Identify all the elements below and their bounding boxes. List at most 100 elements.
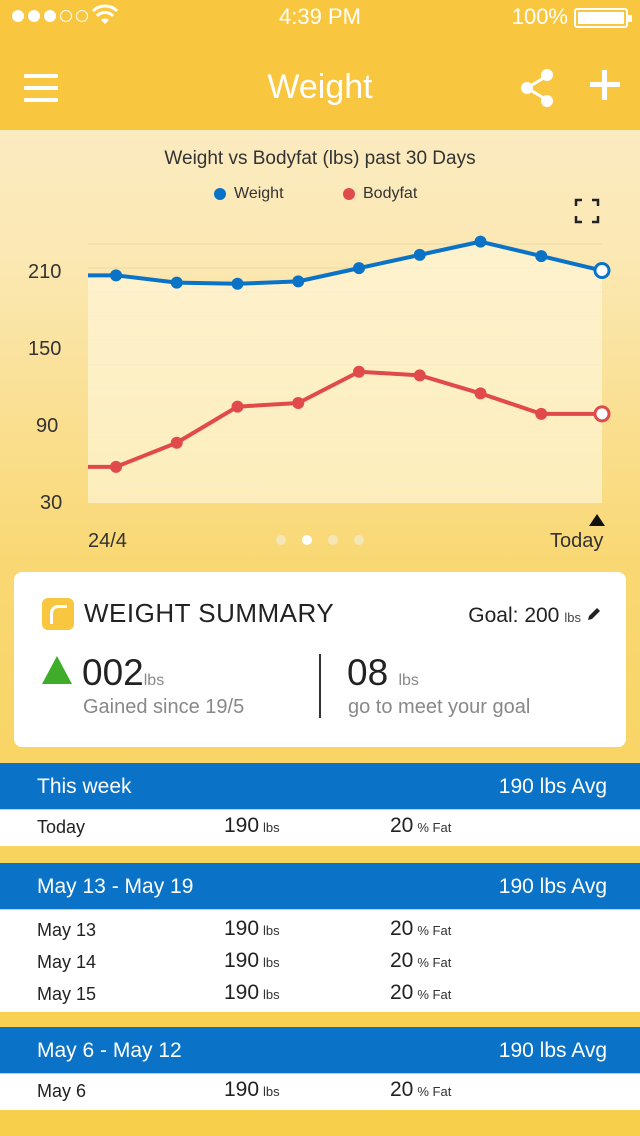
row-fat-value: 20 [390,814,414,837]
battery-percent: 100% [511,4,568,29]
data-point-weight [474,235,487,248]
data-point-weight [231,277,244,290]
summary-divider [319,654,321,718]
battery-icon [574,8,632,28]
row-fat-value: 20 [390,917,414,940]
row-weight-unit: lbs [263,820,280,835]
legend-weight: Weight [214,185,284,203]
weight-summary-card: WEIGHT SUMMARY Goal: 200 lbs 002lbs Gain… [14,572,626,747]
navigation-bar: Weight [0,56,640,116]
gained-number: 002 [82,652,144,693]
row-date: May 15 [37,984,97,1004]
row-weight-unit: lbs [263,955,280,970]
add-icon[interactable] [588,68,622,102]
data-point-bodyfat [170,436,183,449]
y-tick-210: 210 [28,261,62,283]
legend-bodyfat-label: Bodyfat [363,185,418,202]
page-dot-active[interactable] [302,535,312,545]
row-weight: 190 lbs [224,814,280,838]
data-point-weight [535,250,548,263]
share-icon[interactable] [518,68,556,108]
legend-bodyfat-swatch [343,188,355,200]
goal-label: Goal: 200 [468,604,560,627]
data-point-weight [170,276,183,289]
row-weight: 190 lbs [224,949,280,973]
page-dot[interactable] [354,535,364,545]
y-tick-30: 30 [40,492,63,514]
remaining-label: go to meet your goal [348,696,531,718]
row-fat: 20% Fat [390,949,451,973]
row-fat-unit: % Fat [417,923,452,938]
week-label: This week [37,775,132,798]
weight-area-fill [88,241,602,503]
table-row[interactable]: Today 190 lbs 20% Fat [0,810,640,842]
data-point-bodyfat [593,405,611,423]
legend-bodyfat: Bodyfat [343,185,417,203]
data-point-weight [413,248,426,261]
x-end-label: Today [550,530,604,552]
signal-icon [12,10,88,22]
week-average: 190 lbs Avg [498,875,607,898]
row-weight-unit: lbs [263,923,280,938]
row-weight-value: 190 [224,981,260,1004]
row-date: May 6 [37,1081,87,1101]
menu-icon[interactable] [24,74,58,102]
gained-label: Gained since 19/5 [83,696,245,718]
row-date: Today [37,817,86,837]
row-date: May 13 [37,920,97,940]
goal-edit[interactable]: Goal: 200 lbs [468,604,602,628]
table-row[interactable]: May 14 190 lbs 20% Fat [0,945,640,977]
data-point-weight [292,275,305,288]
row-date: May 14 [37,952,97,972]
status-time: 4:39 PM [279,4,361,29]
chart-page-indicator[interactable] [276,535,364,545]
row-fat-value: 20 [390,949,414,972]
table-row[interactable]: May 6 190 lbs 20% Fat [0,1074,640,1106]
page-dot[interactable] [328,535,338,545]
week-label: May 13 - May 19 [37,875,194,898]
legend-weight-swatch [214,188,226,200]
goal-unit: lbs [564,610,581,625]
status-bar: 4:39 PM 100% [0,0,640,34]
week-rows: Today 190 lbs 20% Fat [0,810,640,846]
page-dot[interactable] [276,535,286,545]
gain-arrow-icon [42,656,72,684]
week-header[interactable]: May 13 - May 19 190 lbs Avg [0,863,640,909]
expand-icon[interactable] [574,198,600,224]
week-header[interactable]: May 6 - May 12 190 lbs Avg [0,1027,640,1073]
gained-value: 002lbs [82,652,164,694]
gained-unit: lbs [143,672,165,689]
row-weight-unit: lbs [263,1084,280,1099]
remaining-unit: lbs [398,672,419,689]
today-marker-icon [589,514,605,526]
legend-weight-label: Weight [234,185,284,202]
row-fat-unit: % Fat [417,820,452,835]
row-fat: 20% Fat [390,814,451,838]
week-rows: May 6 190 lbs 20% Fat [0,1074,640,1110]
row-weight-value: 190 [224,1078,260,1101]
data-point-weight [593,262,611,280]
row-fat: 20% Fat [390,917,451,941]
summary-title: WEIGHT SUMMARY [84,598,335,628]
row-weight-unit: lbs [263,987,280,1002]
row-weight: 190 lbs [224,917,280,941]
weight-bodyfat-chart [88,235,611,503]
pencil-icon[interactable] [586,606,602,622]
data-point-bodyfat [110,460,122,473]
series-line-bodyfat [88,369,602,469]
row-fat-unit: % Fat [417,1084,452,1099]
remaining-number: 08 [347,652,389,693]
row-weight: 190 lbs [224,981,280,1005]
remaining-value: 08 lbs [347,652,419,694]
row-weight-value: 190 [224,949,260,972]
data-point-bodyfat [353,365,365,378]
data-point-weight [353,262,365,275]
series-line-weight [88,239,603,286]
row-weight-value: 190 [224,814,260,837]
data-point-bodyfat [474,387,487,400]
table-row[interactable]: May 13 190 lbs 20% Fat [0,913,640,945]
page-title: Weight [267,68,373,106]
week-header[interactable]: This week 190 lbs Avg [0,763,640,809]
app-logo-icon [42,598,74,630]
table-row[interactable]: May 15 190 lbs 20% Fat [0,977,640,1009]
